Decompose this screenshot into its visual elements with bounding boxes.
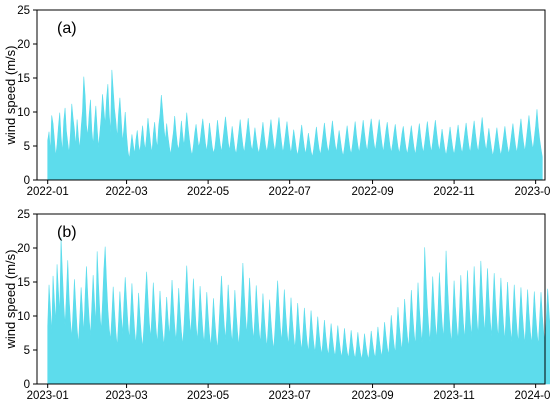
x-tick-label: 2022-05: [187, 186, 229, 198]
x-tick-label: 2023-09: [351, 390, 393, 402]
y-tick-label: 5: [24, 345, 30, 357]
plot-frame: [36, 9, 546, 181]
y-axis-title: wind speed (m/s): [3, 250, 18, 350]
y-tick-label: 10: [17, 107, 30, 119]
panel-label: (b): [57, 224, 77, 241]
x-tick-label: 2023-05: [187, 390, 229, 402]
y-tick-label: 15: [17, 73, 30, 85]
panel-a: 0 5 10 15 20 25 2022-01 2022-03 2022-05 2022-07 20…: [3, 5, 550, 198]
x-tick-label: 2022-11: [433, 186, 474, 198]
x-tick-label: 2023-01: [27, 390, 69, 402]
y-tick-label: 25: [17, 209, 30, 221]
y-tick-label: 10: [17, 311, 30, 323]
plot-frame: [36, 213, 546, 385]
y-tick-label: 20: [17, 243, 30, 255]
x-tick-label: 2023-03: [105, 390, 147, 402]
x-tick-label: 2023-01: [515, 186, 550, 198]
x-tick-label: 2023-11: [433, 390, 474, 402]
y-tick-label: 25: [17, 5, 30, 17]
wind-speed-series-0: [47, 69, 543, 181]
y-axis-title: wind speed (m/s): [3, 46, 18, 146]
x-tick-label: 2022-01: [27, 186, 69, 198]
y-tick-label: 0: [24, 379, 30, 391]
x-tick-label: 2023-07: [269, 390, 311, 402]
x-tick-label: 2022-03: [105, 186, 147, 198]
y-tick-label: 20: [17, 39, 30, 51]
panel-label: (a): [57, 20, 77, 37]
x-tick-label: 2024-01: [515, 390, 550, 402]
x-tick-label: 2022-09: [351, 186, 393, 198]
y-tick-label: 5: [24, 141, 30, 153]
y-tick-label: 15: [17, 277, 30, 289]
x-tick-label: 2022-07: [269, 186, 311, 198]
y-tick-label: 0: [24, 175, 30, 187]
wind-speed-series-0: [47, 237, 550, 385]
panel-b: 0 5 10 15 20 25 2023-01 2023-03 2023-05 2023-07 20…: [3, 209, 550, 402]
